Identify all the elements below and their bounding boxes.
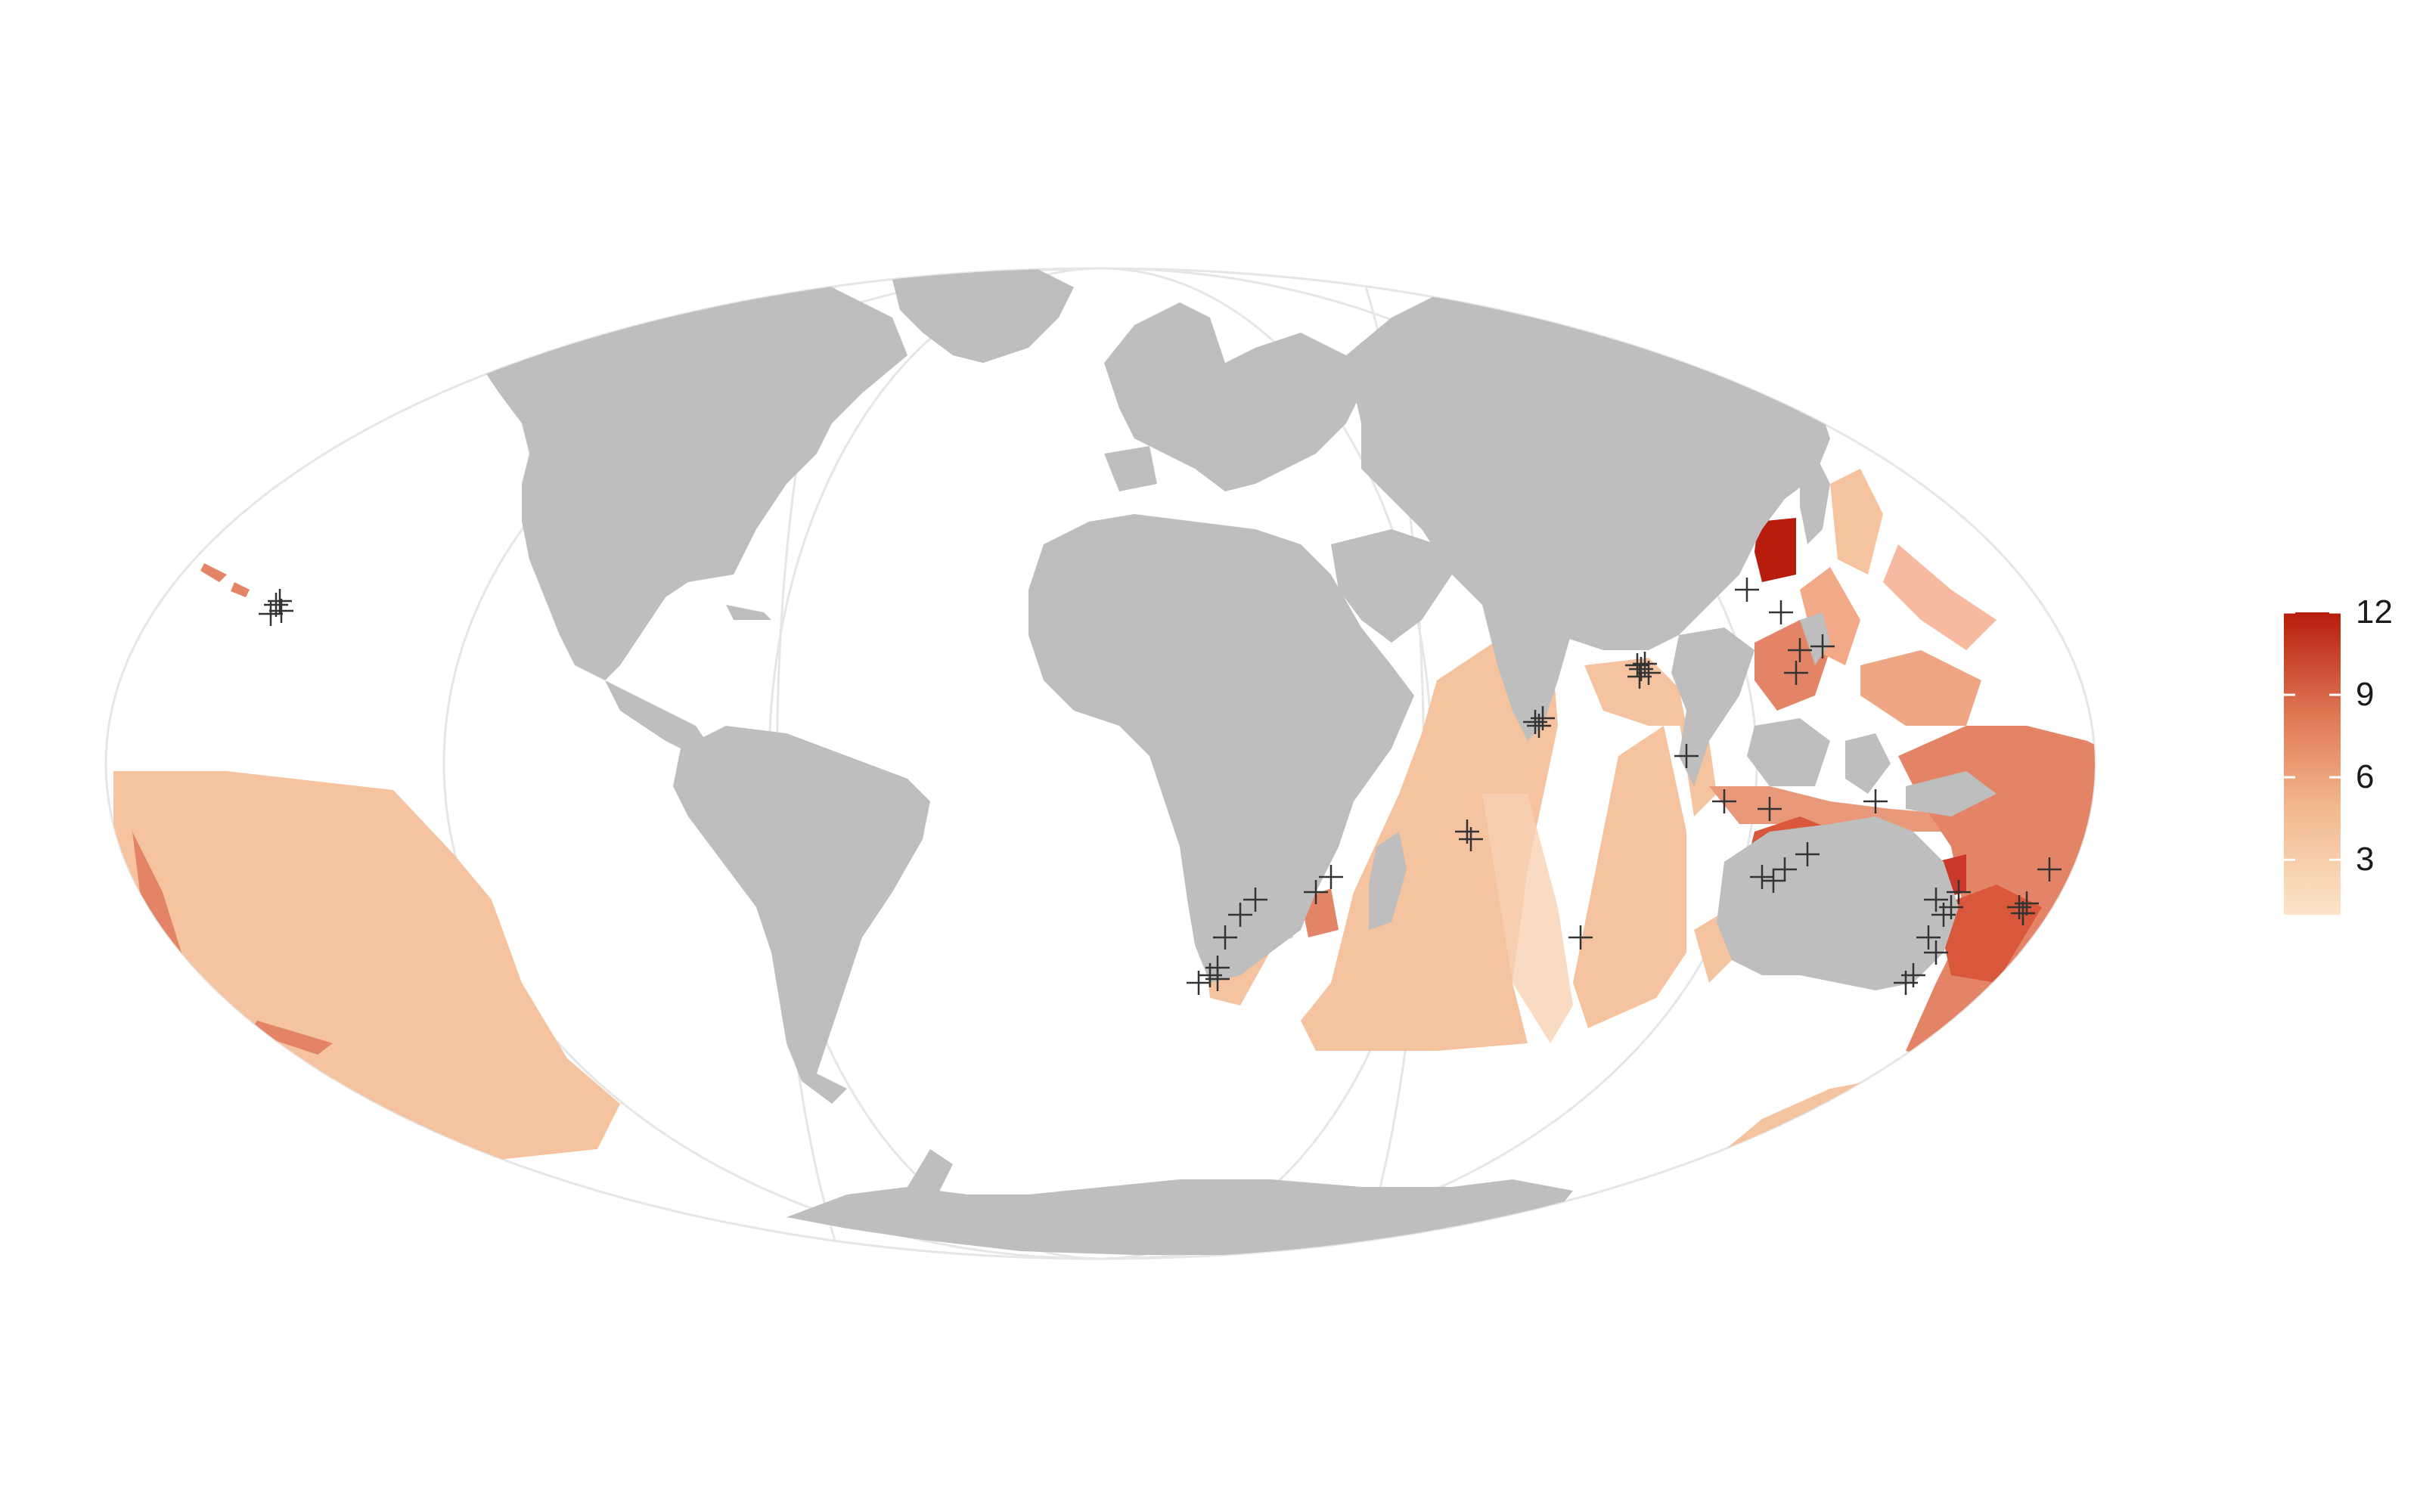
marker-plus bbox=[1637, 661, 1661, 685]
marker-plus bbox=[1304, 880, 1328, 904]
marker-plus bbox=[1531, 706, 1555, 730]
marker-plus bbox=[1924, 940, 1948, 965]
marker-plus bbox=[2015, 891, 2039, 916]
marker-plus bbox=[259, 602, 283, 626]
marker-plus bbox=[1947, 880, 1971, 904]
marker-plus bbox=[2037, 857, 2062, 881]
sample-site-markers bbox=[259, 578, 2062, 995]
marker-plus bbox=[1319, 865, 1343, 889]
marker-plus bbox=[1459, 827, 1483, 851]
marker-plus bbox=[1863, 789, 1888, 813]
marker-plus bbox=[268, 589, 292, 613]
marker-plus bbox=[1784, 661, 1808, 685]
marker-plus bbox=[1769, 600, 1793, 624]
marker-plus bbox=[1894, 971, 1918, 995]
legend-tick-label: 3 bbox=[2356, 841, 2375, 878]
legend-tick-label: 9 bbox=[2356, 676, 2375, 714]
marker-plus bbox=[1205, 967, 1230, 991]
legend-colorbar bbox=[2284, 611, 2341, 915]
marker-plus bbox=[1758, 797, 1782, 821]
marker-plus bbox=[1213, 925, 1237, 950]
marker-plus bbox=[1187, 971, 1211, 995]
marker-plus bbox=[1810, 634, 1835, 658]
marker-plus bbox=[1931, 903, 1956, 927]
marker-plus bbox=[1916, 925, 1941, 950]
marker-plus bbox=[269, 599, 293, 623]
marker-plus bbox=[2011, 901, 2035, 925]
marker-plus bbox=[1633, 652, 1657, 676]
marker-plus bbox=[1674, 744, 1699, 768]
legend-tick-label: 12 bbox=[2356, 593, 2393, 631]
land-masses bbox=[469, 268, 2027, 1255]
marker-plus bbox=[1750, 865, 1774, 889]
marker-plus bbox=[1788, 638, 1812, 662]
marker-plus bbox=[1627, 665, 1652, 689]
marker-plus bbox=[264, 593, 288, 617]
marker-plus bbox=[1924, 888, 1948, 912]
legend-tick-label: 6 bbox=[2356, 758, 2375, 796]
marker-plus bbox=[1735, 578, 1759, 602]
marker-plus bbox=[1228, 903, 1252, 927]
marker-plus bbox=[1795, 842, 1820, 866]
marker-plus bbox=[1761, 869, 1786, 893]
marker-plus bbox=[1773, 857, 1797, 881]
marker-plus bbox=[1568, 925, 1593, 950]
marker-plus bbox=[1712, 789, 1736, 813]
marker-plus bbox=[1243, 888, 1267, 912]
